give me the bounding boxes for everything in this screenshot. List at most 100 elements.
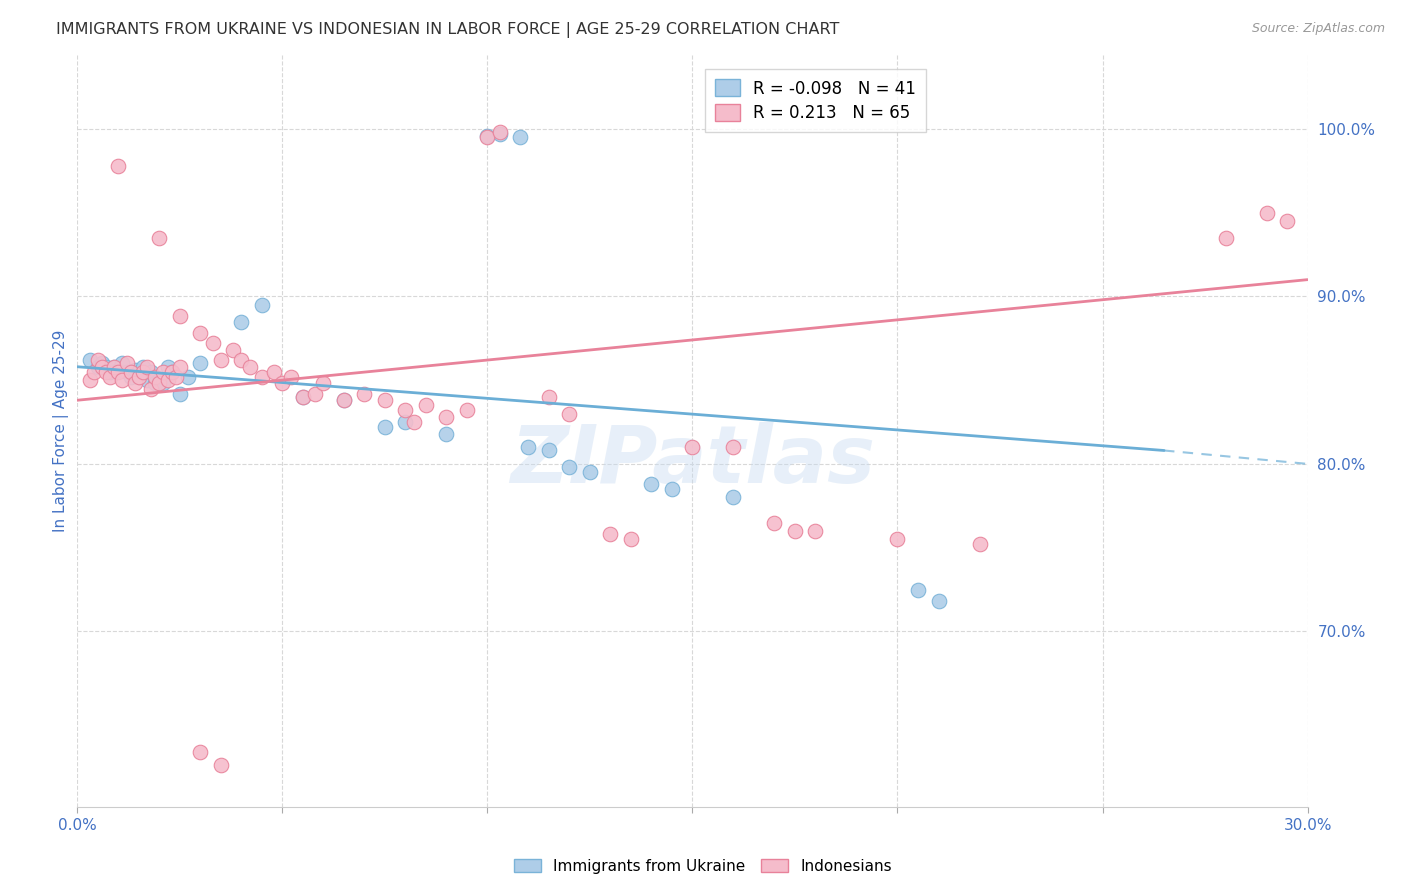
Point xyxy=(107,365,129,379)
Point xyxy=(394,403,416,417)
Point xyxy=(111,356,134,370)
Point xyxy=(456,403,478,417)
Point xyxy=(537,390,560,404)
Point xyxy=(148,373,170,387)
Point xyxy=(402,415,425,429)
Point xyxy=(1256,205,1278,219)
Point xyxy=(152,365,174,379)
Point xyxy=(312,376,335,391)
Point xyxy=(201,336,224,351)
Point xyxy=(188,356,212,370)
Point xyxy=(209,353,232,368)
Point xyxy=(152,376,174,391)
Point xyxy=(682,440,704,454)
Point xyxy=(969,537,991,551)
Point xyxy=(291,390,314,404)
Point xyxy=(222,343,245,357)
Point xyxy=(239,359,262,374)
Point xyxy=(558,407,581,421)
Point xyxy=(333,393,356,408)
Point xyxy=(169,359,191,374)
Point xyxy=(271,376,294,391)
Point xyxy=(374,393,396,408)
Point xyxy=(120,365,142,379)
Point xyxy=(115,365,138,379)
Point xyxy=(115,356,138,370)
Point xyxy=(763,516,786,530)
Point xyxy=(263,365,285,379)
Point xyxy=(128,369,150,384)
Point xyxy=(169,310,191,324)
Point xyxy=(124,363,146,377)
Point xyxy=(928,594,950,608)
Point xyxy=(477,128,499,143)
Point xyxy=(231,314,253,328)
Point xyxy=(304,386,326,401)
Point xyxy=(1215,231,1237,245)
Point xyxy=(640,477,662,491)
Point xyxy=(169,386,191,401)
Point xyxy=(661,482,683,496)
Point xyxy=(120,369,142,384)
Point xyxy=(90,356,114,370)
Point xyxy=(141,382,163,396)
Point xyxy=(160,365,183,379)
Point xyxy=(620,533,643,547)
Point xyxy=(231,353,253,368)
Text: Source: ZipAtlas.com: Source: ZipAtlas.com xyxy=(1251,22,1385,36)
Point xyxy=(436,409,458,424)
Point xyxy=(209,758,232,772)
Point xyxy=(723,491,745,505)
Point xyxy=(128,369,150,384)
Point xyxy=(94,359,117,374)
Point xyxy=(886,533,908,547)
Point xyxy=(558,460,581,475)
Point xyxy=(537,443,560,458)
Point xyxy=(87,359,110,374)
Point xyxy=(599,527,621,541)
Point xyxy=(94,365,117,379)
Point xyxy=(98,369,121,384)
Point xyxy=(280,369,302,384)
Point xyxy=(1275,214,1298,228)
Point xyxy=(136,359,159,374)
Point xyxy=(79,353,101,368)
Point xyxy=(250,298,273,312)
Point xyxy=(804,524,827,538)
Point xyxy=(517,440,540,454)
Point xyxy=(83,365,105,379)
Point xyxy=(579,465,602,479)
Point xyxy=(156,359,179,374)
Point xyxy=(250,369,273,384)
Point xyxy=(477,130,499,145)
Point xyxy=(394,415,416,429)
Point xyxy=(188,745,212,759)
Point xyxy=(90,359,114,374)
Point xyxy=(103,359,125,374)
Point xyxy=(488,127,510,141)
Point xyxy=(436,426,458,441)
Point xyxy=(132,359,155,374)
Point xyxy=(188,326,212,341)
Point xyxy=(291,390,314,404)
Point xyxy=(107,159,129,173)
Point xyxy=(132,365,155,379)
Legend: Immigrants from Ukraine, Indonesians: Immigrants from Ukraine, Indonesians xyxy=(508,853,898,880)
Point xyxy=(111,373,134,387)
Legend: R = -0.098   N = 41, R = 0.213   N = 65: R = -0.098 N = 41, R = 0.213 N = 65 xyxy=(704,70,927,132)
Point xyxy=(160,365,183,379)
Point xyxy=(143,376,166,391)
Point xyxy=(165,369,187,384)
Text: IMMIGRANTS FROM UKRAINE VS INDONESIAN IN LABOR FORCE | AGE 25-29 CORRELATION CHA: IMMIGRANTS FROM UKRAINE VS INDONESIAN IN… xyxy=(56,22,839,38)
Point xyxy=(156,373,179,387)
Point xyxy=(107,363,129,377)
Point xyxy=(907,582,929,597)
Point xyxy=(488,125,510,139)
Point xyxy=(333,393,356,408)
Point xyxy=(353,386,375,401)
Point xyxy=(509,130,531,145)
Point xyxy=(374,420,396,434)
Text: ZIPatlas: ZIPatlas xyxy=(510,422,875,500)
Point xyxy=(148,376,170,391)
Point xyxy=(141,365,163,379)
